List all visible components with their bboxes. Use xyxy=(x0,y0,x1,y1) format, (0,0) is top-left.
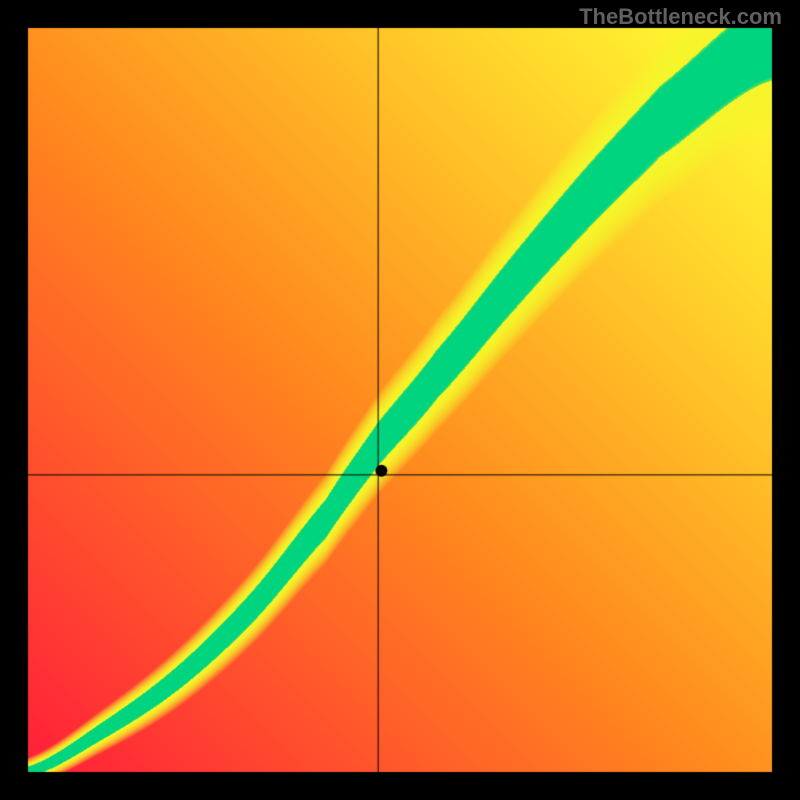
chart-container: TheBottleneck.com xyxy=(0,0,800,800)
bottleneck-heatmap xyxy=(0,0,800,800)
watermark-text: TheBottleneck.com xyxy=(579,4,782,30)
